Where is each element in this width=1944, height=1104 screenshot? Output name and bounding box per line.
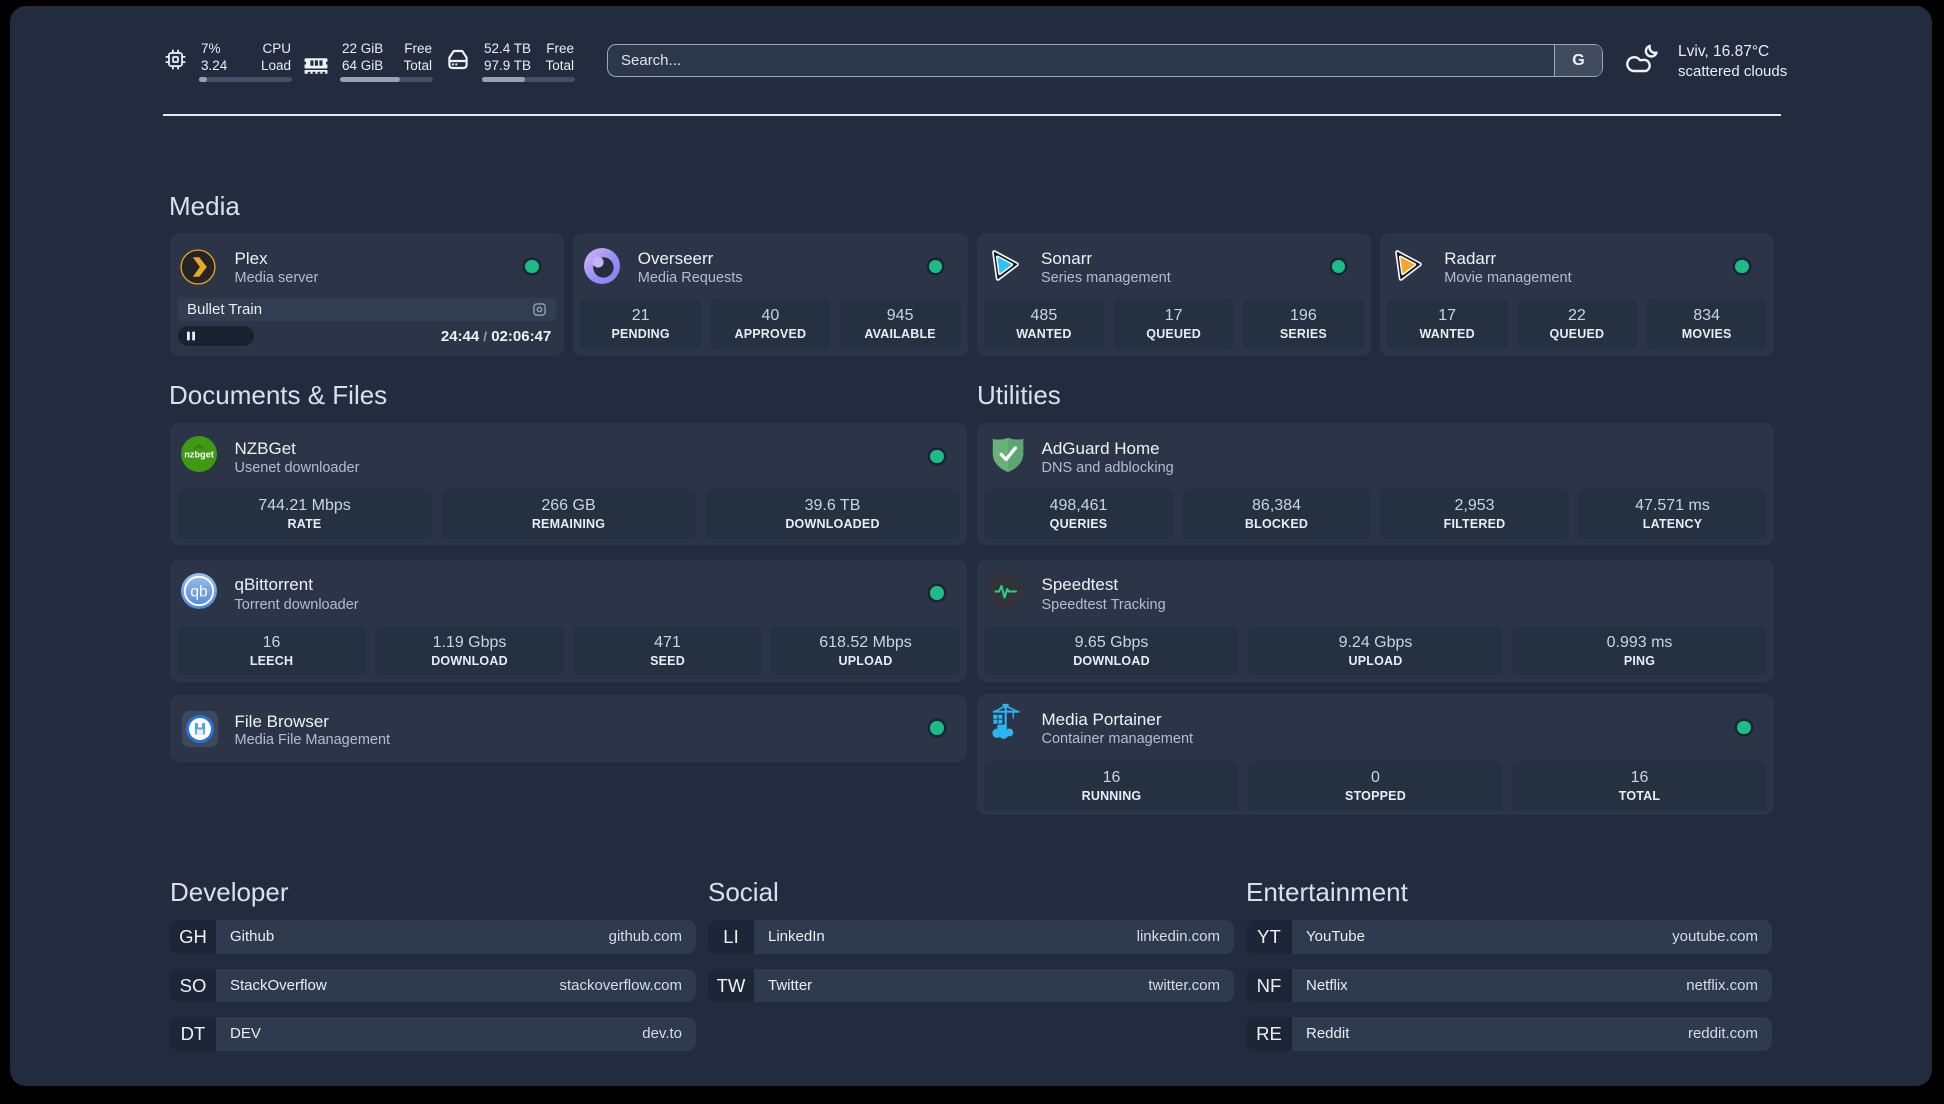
- svg-text:nzbget: nzbget: [184, 450, 214, 460]
- svg-text:qb: qb: [190, 583, 207, 600]
